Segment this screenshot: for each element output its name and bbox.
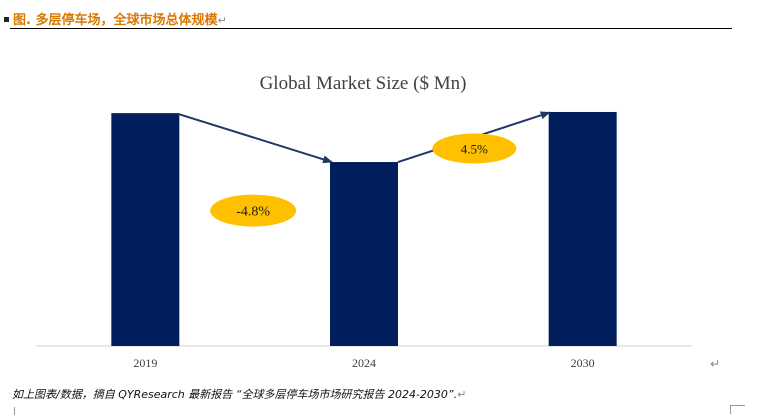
growth-label-2024-2030: 4.5% bbox=[461, 142, 488, 157]
growth-bubble-2024-2030 bbox=[432, 133, 517, 164]
x-tick-label-2030: 2030 bbox=[571, 356, 595, 370]
bar-2019 bbox=[111, 113, 180, 347]
x-tick-label-2024: 2024 bbox=[352, 356, 376, 370]
bar-2030 bbox=[548, 111, 617, 346]
return-mark-icon: ↵ bbox=[710, 357, 721, 371]
x-axis-tick-labels: 2019 2024 2030 bbox=[133, 356, 594, 370]
source-note: 如上图表/数据，摘自 QYResearch 最新报告 “全球多层停车场市场研究报… bbox=[12, 386, 466, 402]
growth-label-2019-2024: -4.8% bbox=[236, 205, 270, 220]
page-corner-mark bbox=[730, 405, 745, 414]
caption-divider bbox=[10, 28, 732, 29]
figure-caption-text: 图. 多层停车场，全球市场总体规模 bbox=[13, 13, 218, 28]
trend-arrow-2019-2024 bbox=[177, 112, 333, 164]
growth-labels: -4.8% 4.5% bbox=[210, 133, 517, 227]
x-tick-label-2019: 2019 bbox=[133, 356, 157, 370]
page-corner-mark bbox=[0, 407, 15, 415]
return-mark-icon: ↵ bbox=[217, 14, 227, 27]
bar-2024 bbox=[330, 162, 398, 346]
chart-title: Global Market Size ($ Mn) bbox=[260, 73, 467, 94]
source-note-text: 如上图表/数据，摘自 QYResearch 最新报告 “全球多层停车场市场研究报… bbox=[12, 388, 458, 401]
return-mark-icon: ↵ bbox=[457, 388, 467, 401]
figure-caption: 图. 多层停车场，全球市场总体规模↵ bbox=[4, 9, 227, 28]
growth-bubble-2019-2024 bbox=[210, 194, 297, 227]
bullet-square-icon bbox=[4, 17, 9, 22]
bar-series bbox=[111, 111, 617, 347]
